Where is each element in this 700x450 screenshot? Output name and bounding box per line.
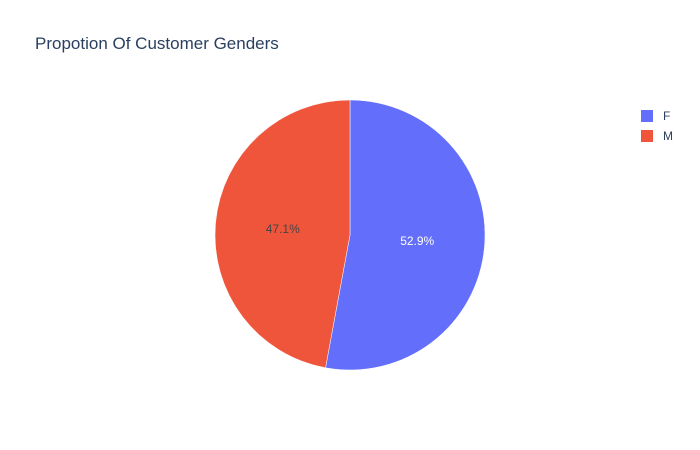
- legend-swatch: [641, 130, 653, 142]
- legend-label: F: [663, 109, 671, 123]
- slice-label-f: 52.9%: [400, 234, 434, 248]
- slice-label-m: 47.1%: [266, 222, 300, 236]
- pie-slice-m[interactable]: [214, 99, 351, 369]
- legend-item-f[interactable]: F: [641, 106, 673, 126]
- legend-item-m[interactable]: M: [641, 126, 673, 146]
- chart-title: Propotion Of Customer Genders: [35, 34, 279, 53]
- legend-label: M: [663, 129, 673, 143]
- legend-swatch: [641, 110, 653, 122]
- pie-slice-f[interactable]: [325, 99, 486, 371]
